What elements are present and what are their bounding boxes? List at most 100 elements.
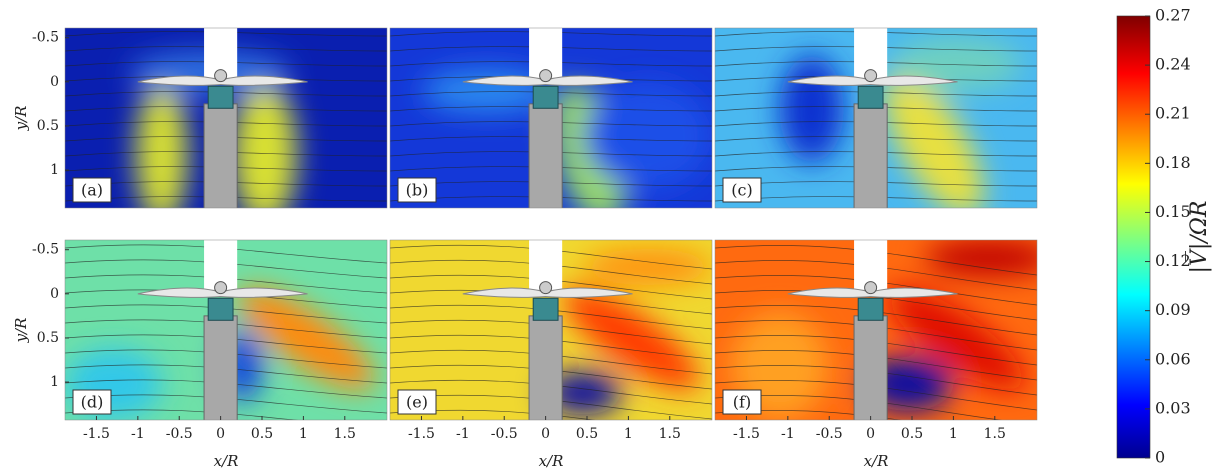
frame xyxy=(389,27,713,209)
field-blob xyxy=(563,287,700,391)
field xyxy=(65,28,387,208)
tower xyxy=(203,315,238,420)
field xyxy=(390,28,712,208)
x-tick-label: -1 xyxy=(131,426,145,442)
tower xyxy=(853,103,888,208)
x-tick-label: -0.5 xyxy=(491,426,518,442)
panel-label: (d) xyxy=(81,393,104,412)
field-blob xyxy=(779,55,844,163)
colorbar-tick-label: 0.21 xyxy=(1155,104,1191,123)
frame xyxy=(64,239,388,421)
x-tick-label: 1.5 xyxy=(334,426,356,442)
colorbar xyxy=(1116,15,1151,459)
blobs xyxy=(544,249,712,415)
frame xyxy=(714,27,1038,209)
nacelle xyxy=(857,297,884,321)
x-tick-label: -1 xyxy=(781,426,795,442)
x-tick-label: 0.5 xyxy=(576,426,598,442)
panel: (c) xyxy=(714,27,1038,209)
nacelle xyxy=(207,85,234,109)
x-tick-label: 0 xyxy=(216,426,225,442)
y-tick-label: 1 xyxy=(50,374,59,390)
panel-label-box xyxy=(722,177,762,203)
x-tick-label: 1 xyxy=(949,426,958,442)
colorbar-tick-label: 0.18 xyxy=(1155,153,1191,172)
panel-label-box xyxy=(722,389,762,415)
tower xyxy=(528,103,563,208)
panel-label-box xyxy=(72,177,112,203)
tower xyxy=(528,315,563,420)
colorbar-tick-label: 0.24 xyxy=(1155,55,1191,74)
x-tick-label: -1 xyxy=(456,426,470,442)
nacelle xyxy=(207,297,234,321)
x-axis-label: x/R xyxy=(864,452,889,470)
colorbar-tick-label: 0.03 xyxy=(1155,398,1191,417)
panel-label-box xyxy=(397,389,437,415)
colorbar-tick-label: 0.09 xyxy=(1155,300,1191,319)
field-blob xyxy=(544,371,622,415)
y-axis-label: y/R xyxy=(12,318,30,344)
panel: (a) -0.5 0 0.5 1 y/R xyxy=(12,27,388,209)
hub xyxy=(539,69,553,83)
y-axis-label: y/R xyxy=(12,106,30,132)
nacelle xyxy=(532,85,559,109)
hub xyxy=(214,281,228,295)
x-tick-label: -0.5 xyxy=(166,426,193,442)
nacelle xyxy=(857,85,884,109)
x-tick-label: 1.5 xyxy=(984,426,1006,442)
y-tick-label: -0.5 xyxy=(32,242,59,258)
x-tick-label: 0.5 xyxy=(251,426,273,442)
x-tick-label: 0.5 xyxy=(901,426,923,442)
x-tick-label: 1 xyxy=(299,426,308,442)
nacelle xyxy=(532,297,559,321)
panel-label: (c) xyxy=(731,181,752,200)
x-tick-label: -0.5 xyxy=(816,426,843,442)
field-blob xyxy=(135,82,188,208)
frame xyxy=(389,239,713,421)
x-tick-label: 1.5 xyxy=(659,426,681,442)
hub xyxy=(864,69,878,83)
y-tick-label: 0 xyxy=(50,74,59,90)
field xyxy=(65,240,387,420)
panel: (d) -0.5 0 0.5 1 y/R -1.5 -1 -0.5 0 0.5 1 1.5 x/R xyxy=(12,239,388,470)
colorbar-label: |V̅|/ΩR xyxy=(1185,201,1212,274)
panel-label: (e) xyxy=(406,393,428,412)
panel-label: (a) xyxy=(81,181,103,200)
x-tick-label: 1 xyxy=(624,426,633,442)
tower xyxy=(203,103,238,208)
tower xyxy=(853,315,888,420)
x-tick-label: -1.5 xyxy=(83,426,110,442)
hub xyxy=(539,281,553,295)
panel-label: (f) xyxy=(733,393,751,412)
x-tick-label: -1.5 xyxy=(408,426,435,442)
y-tick-label: 0.5 xyxy=(37,118,59,134)
field xyxy=(715,28,1037,208)
field xyxy=(715,240,1037,420)
y-tick-label: -0.5 xyxy=(32,30,59,46)
colorbar-tick-label: 0 xyxy=(1155,448,1165,467)
x-axis-label: x/R xyxy=(539,452,564,470)
panel-label-box xyxy=(72,389,112,415)
colorbar-tick-label: 0.15 xyxy=(1155,202,1191,221)
y-tick-label: 0.5 xyxy=(37,330,59,346)
y-tick-label: 0 xyxy=(50,286,59,302)
field-blob xyxy=(232,82,297,208)
hub xyxy=(864,281,878,295)
panel: (b) xyxy=(389,27,713,209)
x-axis-label: x/R xyxy=(214,452,239,470)
colorbar-tick-label: 0.12 xyxy=(1155,251,1191,270)
field-blob xyxy=(583,82,712,190)
frame xyxy=(714,239,1038,421)
colorbar-tick-label: 0.27 xyxy=(1155,6,1191,25)
field-blob xyxy=(924,240,1037,276)
panel: (e) -1.5 -1 -0.5 0 0.5 1 1.5 x/R xyxy=(389,239,713,470)
x-tick-label: 0 xyxy=(541,426,550,442)
x-tick-label: 0 xyxy=(866,426,875,442)
panel-label-box xyxy=(397,177,437,203)
frame xyxy=(64,27,388,209)
x-tick-label: -1.5 xyxy=(733,426,760,442)
hub xyxy=(214,69,228,83)
field xyxy=(390,240,712,420)
panel: (f) -1.5 -1 -0.5 0 0.5 1 1.5 x/R xyxy=(714,239,1038,470)
